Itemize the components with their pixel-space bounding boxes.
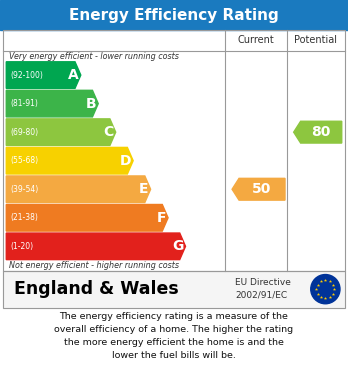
- Text: A: A: [68, 68, 79, 82]
- Text: B: B: [86, 97, 96, 111]
- Text: Energy Efficiency Rating: Energy Efficiency Rating: [69, 7, 279, 23]
- Polygon shape: [6, 90, 98, 117]
- Text: E: E: [139, 182, 149, 196]
- Text: (69-80): (69-80): [10, 127, 39, 137]
- Text: (1-20): (1-20): [10, 242, 33, 251]
- Text: F: F: [157, 211, 166, 225]
- Polygon shape: [6, 147, 133, 174]
- Text: (55-68): (55-68): [10, 156, 39, 165]
- Polygon shape: [6, 62, 81, 88]
- Polygon shape: [6, 233, 185, 260]
- Polygon shape: [232, 178, 285, 200]
- Text: Not energy efficient - higher running costs: Not energy efficient - higher running co…: [9, 260, 179, 270]
- Bar: [3, 30, 345, 271]
- Text: (92-100): (92-100): [10, 70, 43, 80]
- Text: 50: 50: [252, 182, 272, 196]
- Bar: [3, 271, 345, 308]
- Bar: [0, 0, 348, 30]
- Polygon shape: [6, 176, 151, 203]
- Text: D: D: [120, 154, 131, 168]
- Text: The energy efficiency rating is a measure of the
overall efficiency of a home. T: The energy efficiency rating is a measur…: [54, 312, 294, 360]
- Polygon shape: [6, 119, 116, 145]
- Text: C: C: [103, 125, 113, 139]
- Bar: [3, 271, 345, 308]
- Text: 80: 80: [311, 125, 331, 139]
- Text: Current: Current: [238, 36, 274, 45]
- Text: G: G: [172, 239, 183, 253]
- Text: England & Wales: England & Wales: [14, 280, 179, 298]
- Polygon shape: [294, 121, 342, 143]
- Text: (21-38): (21-38): [10, 213, 38, 222]
- Polygon shape: [6, 204, 168, 231]
- Ellipse shape: [311, 274, 340, 304]
- Text: (39-54): (39-54): [10, 185, 39, 194]
- Text: EU Directive
2002/91/EC: EU Directive 2002/91/EC: [235, 278, 291, 300]
- Text: (81-91): (81-91): [10, 99, 38, 108]
- Text: Very energy efficient - lower running costs: Very energy efficient - lower running co…: [9, 52, 179, 61]
- Text: Potential: Potential: [294, 36, 337, 45]
